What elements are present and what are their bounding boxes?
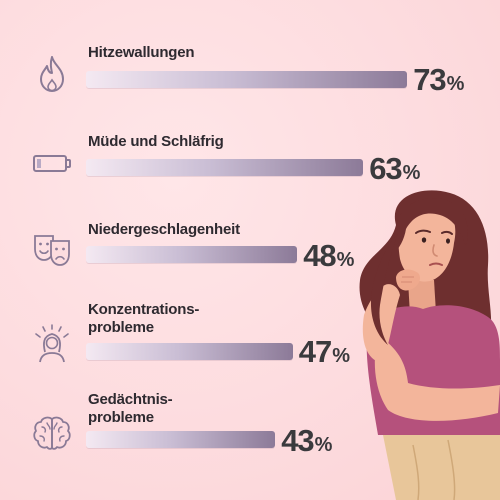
stressed-head-icon — [35, 324, 69, 363]
value-number: 63 — [369, 151, 402, 186]
value-number: 47 — [298, 334, 332, 369]
value-number: 43 — [281, 423, 314, 458]
value-unit: % — [402, 162, 421, 184]
bar-label: Niedergeschlagenheit — [88, 221, 240, 238]
brain-icon — [33, 416, 71, 450]
value-number: 73 — [413, 62, 446, 97]
theater-masks-icon — [34, 235, 70, 266]
bar — [86, 71, 408, 88]
battery-icon — [33, 155, 71, 172]
bar-label: Konzentrations- probleme — [88, 301, 200, 336]
flame-icon — [40, 56, 64, 92]
value-label: 73% — [413, 62, 464, 98]
bar — [86, 343, 293, 360]
bar-label: Müde und Schläfrig — [88, 133, 224, 150]
bar — [86, 246, 298, 263]
bar — [86, 431, 276, 448]
bar — [86, 159, 364, 176]
value-unit: % — [314, 434, 333, 456]
value-label: 48% — [303, 238, 354, 274]
value-unit: % — [336, 249, 355, 271]
value-label: 47% — [299, 334, 350, 370]
bar-label: Hitzewallungen — [88, 44, 195, 61]
value-unit: % — [332, 345, 351, 367]
value-label: 63% — [369, 151, 420, 187]
value-number: 48 — [303, 238, 336, 273]
value-label: 43% — [281, 423, 332, 459]
thinking-woman-illustration — [359, 190, 500, 500]
value-unit: % — [446, 73, 465, 95]
bar-label: Gedächtnis- probleme — [88, 391, 173, 426]
